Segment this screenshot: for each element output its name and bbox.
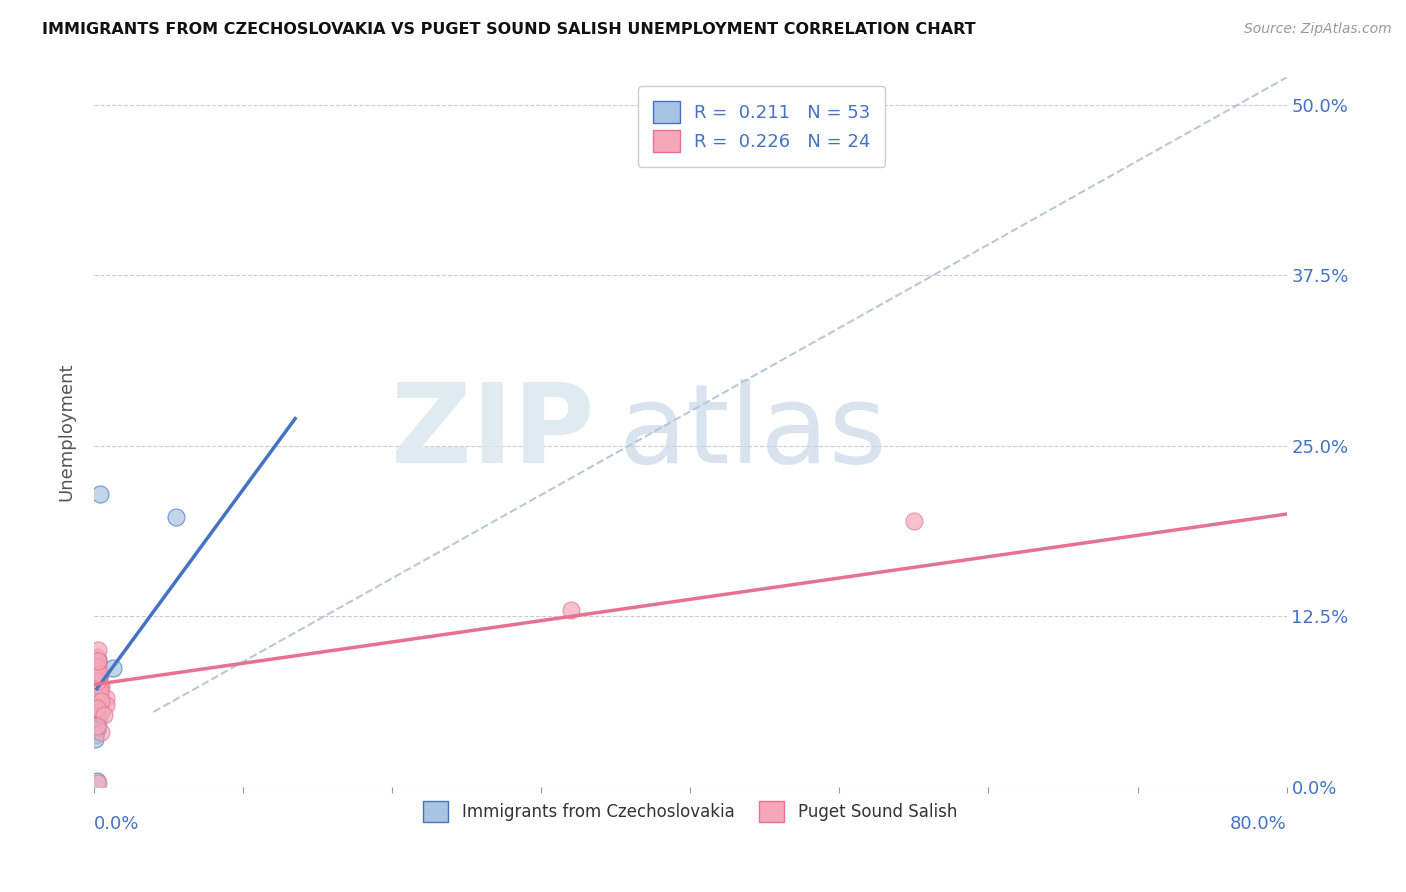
Point [87,653,110,667]
Point [90,681,112,695]
Point [86,672,108,686]
Point [87,643,110,657]
Point [84,728,107,742]
Point [89,666,111,681]
Text: Source: ZipAtlas.com: Source: ZipAtlas.com [1244,22,1392,37]
Text: ZIP: ZIP [391,379,595,485]
Point [84,690,107,704]
Point [560,602,582,616]
Point [84,679,107,693]
Point [86,660,108,674]
Point [87,691,110,706]
Point [87,673,110,688]
Point [84,699,107,714]
Point [89,684,111,698]
Point [87,657,110,672]
Point [89,486,111,500]
Y-axis label: Unemployment: Unemployment [58,363,75,501]
Point [86,697,108,711]
Point [86,664,108,678]
Point [87,702,110,716]
Point [86,650,108,665]
Point [86,692,108,706]
Point [87,664,110,678]
Point [86,718,108,732]
Point [86,687,108,701]
Point [87,665,110,680]
Point [87,681,110,696]
Text: 80.0%: 80.0% [1230,815,1286,833]
Point [86,661,108,675]
Point [86,674,108,689]
Point [90,694,112,708]
Point [89,687,111,701]
Point [86,681,108,695]
Point [84,725,107,739]
Point [86,700,108,714]
Point [87,654,110,668]
Point [94,691,117,706]
Text: atlas: atlas [619,379,887,485]
Text: IMMIGRANTS FROM CZECHOSLOVAKIA VS PUGET SOUND SALISH UNEMPLOYMENT CORRELATION CH: IMMIGRANTS FROM CZECHOSLOVAKIA VS PUGET … [42,22,976,37]
Point [87,671,110,685]
Point [87,673,110,688]
Point [87,695,110,709]
Point [86,721,108,735]
Point [86,705,108,719]
Point [90,725,112,739]
Point [87,671,110,685]
Point [87,776,110,790]
Point [87,686,110,700]
Point [93,707,115,722]
Point [90,705,112,719]
Point [86,684,108,698]
Point [86,681,108,695]
Point [86,657,108,672]
Legend: Immigrants from Czechoslovakia, Puget Sound Salish: Immigrants from Czechoslovakia, Puget So… [416,795,965,829]
Point [86,660,108,674]
Point [89,668,111,682]
Point [903,514,925,528]
Point [89,677,111,691]
Point [86,683,108,698]
Point [86,694,108,708]
Point [84,677,107,691]
Point [94,698,117,712]
Point [84,669,107,683]
Point [165,509,187,524]
Point [84,676,107,690]
Point [84,651,107,665]
Point [87,712,110,726]
Point [86,695,108,709]
Point [84,714,107,729]
Point [87,700,110,714]
Point [86,663,108,677]
Point [86,774,108,789]
Point [84,704,107,718]
Point [86,706,108,721]
Point [84,658,107,673]
Text: 0.0%: 0.0% [94,815,139,833]
Point [84,718,107,732]
Point [84,732,107,747]
Point [86,698,108,712]
Point [86,709,108,723]
Point [86,707,108,722]
Point [86,717,108,731]
Point [86,723,108,737]
Point [103,661,125,675]
Point [86,689,108,703]
